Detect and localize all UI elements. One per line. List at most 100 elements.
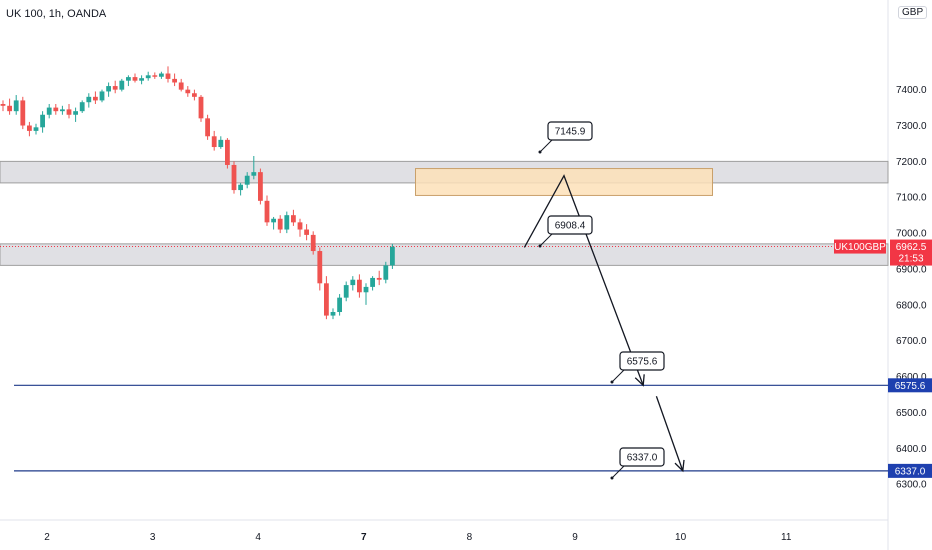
projection-arrow-head: [634, 374, 645, 387]
callout-zone-1-anchor: [538, 150, 542, 154]
candle-body: [343, 285, 349, 298]
resistance-zone-1: [0, 243, 889, 266]
candle-body: [363, 286, 369, 293]
candle-body: [251, 172, 257, 176]
level-badge-text-0: 6575.6: [895, 381, 926, 392]
candle-body: [13, 100, 19, 112]
candle-body: [297, 222, 303, 230]
candle-body: [218, 139, 224, 148]
candle-body: [165, 73, 171, 79]
callout-level-2-leader: [611, 465, 625, 479]
x-tick-label: 11: [781, 532, 792, 543]
x-tick-label: 8: [467, 532, 473, 543]
callout-zone-2-anchor: [538, 244, 542, 248]
candle-body: [27, 125, 32, 131]
candle-body: [277, 218, 283, 230]
level-badge-1: [888, 463, 932, 478]
candle-body: [330, 312, 336, 316]
candle-body: [205, 118, 210, 137]
callout-level-1-box: [619, 351, 665, 371]
candle-body: [33, 127, 39, 131]
candle-body: [185, 89, 191, 94]
y-tick-label: 7400.0: [896, 85, 927, 96]
callout-level-2-text: 6337.0: [627, 453, 658, 464]
y-tick-label: 6900.0: [896, 264, 927, 275]
y-tick-label: 7100.0: [896, 193, 927, 204]
candle-body: [145, 75, 151, 79]
candle-body: [211, 136, 217, 148]
candle-body: [79, 102, 85, 112]
x-tick-label: 10: [675, 532, 687, 543]
x-tick-label: 9: [572, 532, 578, 543]
candle-body: [119, 80, 125, 90]
candle-body: [139, 78, 144, 81]
projection-arrow-2: [655, 396, 684, 472]
callout-zone-2-leader: [539, 233, 553, 247]
candle-body: [86, 96, 92, 103]
callout-zone-1-text: 7145.9: [555, 127, 586, 138]
candle-body: [46, 107, 52, 115]
candle-body: [357, 279, 362, 293]
candle-body: [66, 109, 72, 115]
candle-body: [198, 96, 204, 119]
candle-body: [284, 215, 290, 230]
candle-body: [112, 86, 118, 90]
y-tick-label: 6700.0: [896, 336, 927, 347]
y-tick-label: 6600.0: [896, 372, 927, 383]
candle-body: [126, 77, 131, 81]
y-tick-label: 6500.0: [896, 408, 927, 419]
candle-body: [40, 114, 45, 128]
candle-body: [376, 277, 382, 280]
y-tick-label: 7200.0: [896, 157, 927, 168]
projection-arrow-2-head: [674, 459, 685, 473]
y-tick-label: 7300.0: [896, 121, 927, 132]
candle-body: [291, 215, 296, 223]
candle-body: [20, 100, 26, 126]
y-tick-label: 7000.0: [896, 229, 927, 240]
callout-level-1-anchor: [610, 380, 614, 384]
callout-level-1-leader: [611, 369, 625, 383]
x-tick-label: 4: [255, 532, 261, 543]
candle-body: [192, 93, 197, 97]
price-badge-text: 6962.5: [896, 242, 927, 253]
candle-body: [238, 184, 243, 191]
x-tick-label: 3: [150, 532, 156, 543]
currency-button[interactable]: GBP: [898, 6, 928, 19]
callout-level-1-text: 6575.6: [627, 357, 658, 368]
candle-body: [350, 279, 356, 286]
candle-body: [310, 234, 316, 252]
candle-body: [7, 105, 12, 112]
candle-body: [0, 104, 6, 106]
candle-body: [60, 109, 65, 112]
candle-body: [324, 283, 329, 316]
symbol-title: UK 100, 1h, OANDA: [6, 8, 107, 20]
x-tick-label: 2: [44, 532, 50, 543]
candle-body: [73, 111, 78, 115]
callout-zone-1-box: [547, 121, 593, 141]
candle-body: [172, 78, 177, 83]
y-tick-label: 6300.0: [896, 480, 927, 491]
candle-body: [93, 96, 98, 101]
candle-body: [99, 91, 105, 101]
symbol-badge: [834, 239, 886, 254]
candle-body: [132, 77, 138, 81]
symbol-badge-text: UK100GBP: [834, 242, 886, 253]
projection-arrow: [523, 174, 644, 386]
callout-zone-2-box: [547, 215, 593, 235]
candle-body: [317, 251, 323, 284]
callout-zone-2-text: 6908.4: [555, 221, 586, 232]
supply-zone: [415, 168, 713, 196]
level-badge-text-1: 6337.0: [895, 466, 926, 477]
candle-body: [244, 175, 250, 185]
candle-body: [231, 164, 237, 191]
callout-level-2-box: [619, 447, 665, 467]
level-badge-0: [888, 378, 932, 393]
price-badge: [890, 239, 932, 266]
candle-body: [159, 73, 164, 77]
countdown-text: 21:53: [898, 254, 923, 265]
x-tick-label: 7: [361, 532, 367, 543]
candle-body: [337, 297, 342, 312]
candle-body: [152, 75, 158, 77]
callout-level-2-anchor: [610, 476, 614, 480]
